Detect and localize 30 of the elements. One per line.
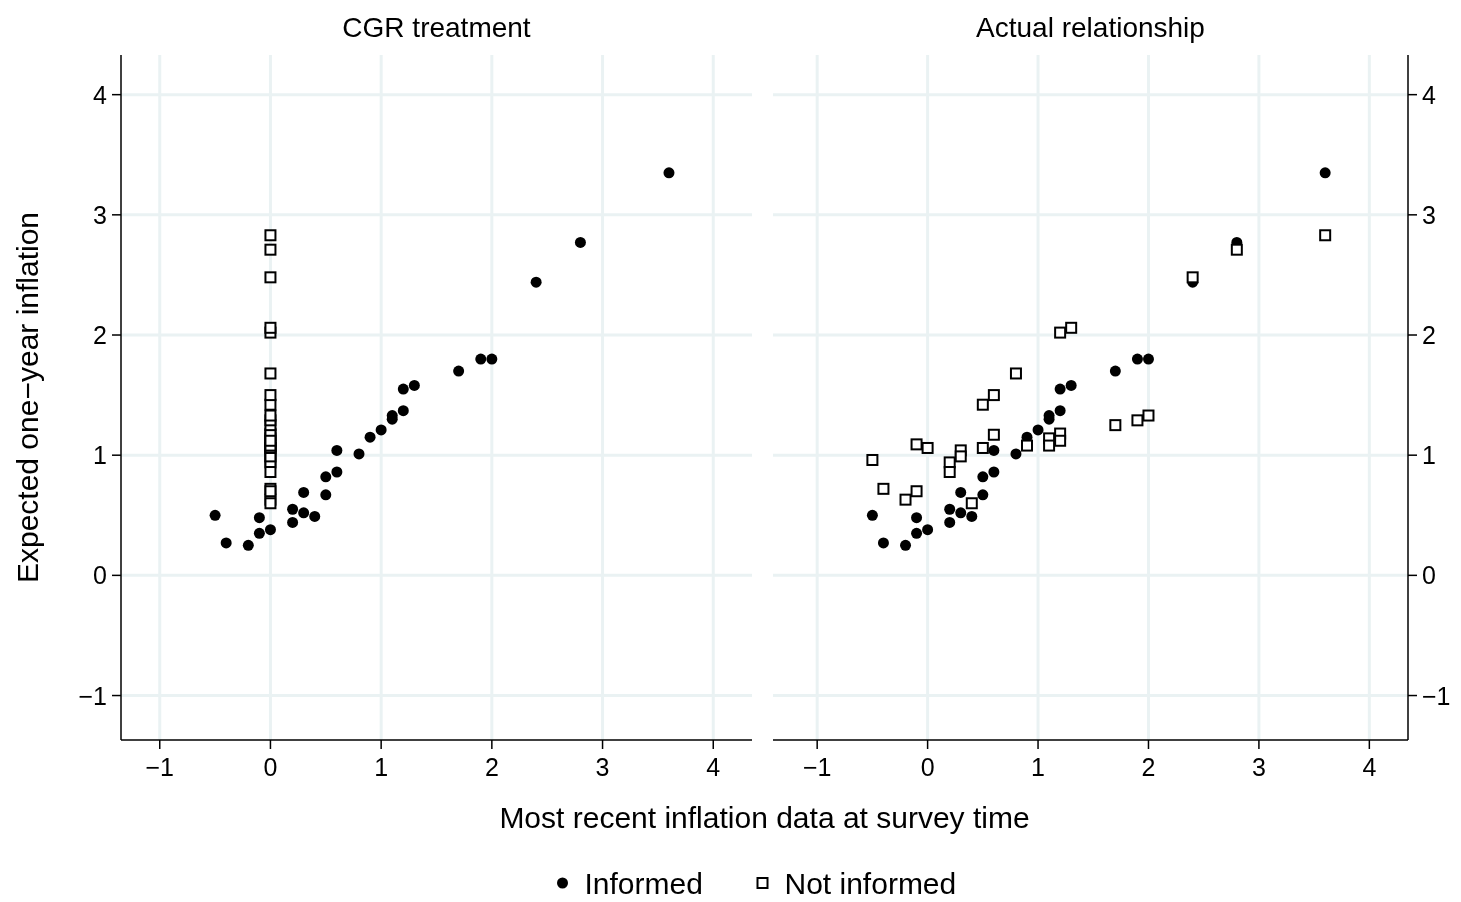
- y-tick-label: 1: [93, 441, 107, 470]
- y-tick-label: −1: [78, 681, 107, 710]
- y-tick-label: 2: [93, 321, 107, 350]
- y-tick-label: 0: [1422, 561, 1436, 590]
- y-tick-label: 4: [93, 80, 108, 109]
- chart-title: Actual relationship: [976, 12, 1205, 43]
- y-tick-label: 2: [1422, 321, 1436, 350]
- x-axis-title: Most recent inflation data at survey time: [499, 801, 1030, 834]
- x-tick-label: 1: [374, 753, 389, 781]
- y-tick-label: 3: [93, 200, 107, 229]
- y-tick-label: 4: [1422, 80, 1436, 109]
- x-tick-label: 2: [1141, 753, 1156, 781]
- x-tick-label: 0: [920, 753, 935, 781]
- y-axis-title: Expected one−year inflation: [11, 211, 44, 584]
- y-tick-label: 0: [93, 561, 107, 590]
- x-tick-label: −1: [145, 753, 174, 781]
- y-tick-label: −1: [1422, 681, 1451, 710]
- x-tick-label: 3: [1251, 753, 1266, 781]
- x-tick-label: 4: [706, 753, 721, 781]
- x-tick-label: −1: [802, 753, 832, 781]
- legend-label: Informed: [584, 867, 703, 900]
- x-tick-label: 1: [1031, 753, 1045, 781]
- x-tick-label: 3: [595, 753, 610, 781]
- legend-label: Not informed: [784, 867, 957, 900]
- x-tick-label: 2: [484, 753, 499, 781]
- x-tick-label: 4: [1362, 753, 1377, 781]
- chart-title: CGR treatment: [342, 12, 531, 43]
- y-tick-label: 1: [1422, 441, 1436, 470]
- x-tick-label: 0: [263, 753, 278, 781]
- y-tick-label: 3: [1422, 200, 1436, 229]
